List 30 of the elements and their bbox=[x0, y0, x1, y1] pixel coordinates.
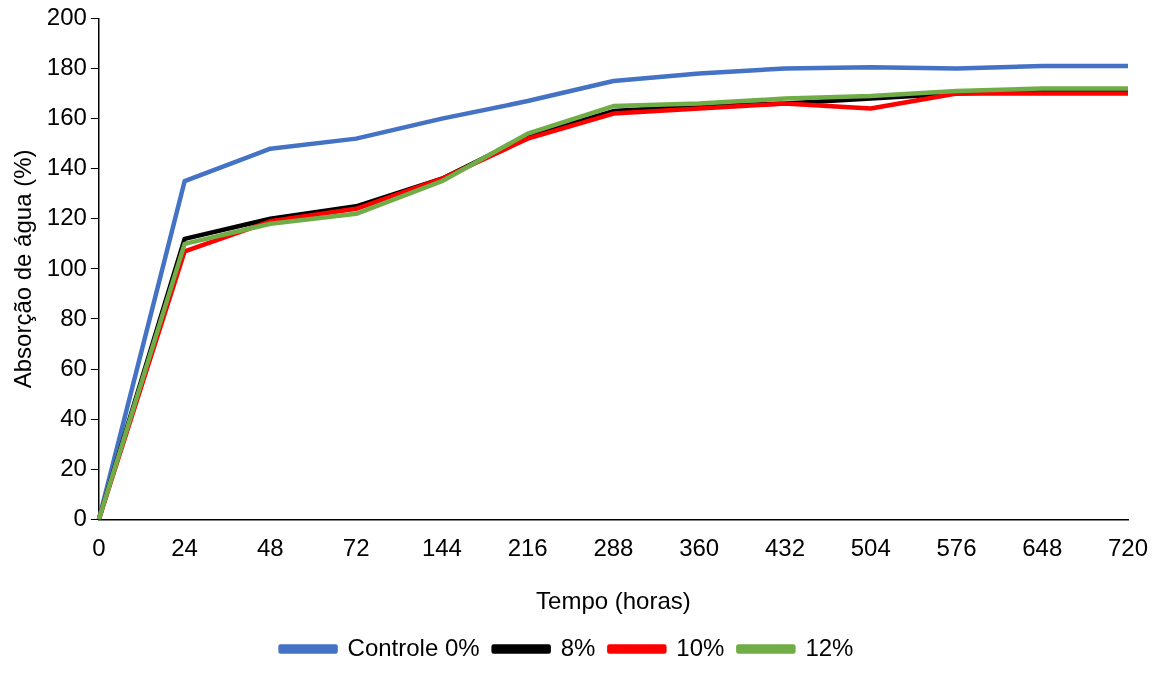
legend-label: 8% bbox=[560, 633, 596, 661]
y-tick-label: 20 bbox=[60, 453, 87, 481]
legend-label: Controle 0% bbox=[347, 633, 480, 661]
x-tick-label: 288 bbox=[593, 534, 634, 562]
x-tick-label: 432 bbox=[764, 534, 805, 562]
x-tick-label: 720 bbox=[1107, 534, 1149, 562]
x-tick-label: 24 bbox=[171, 534, 198, 562]
y-tick-label: 40 bbox=[60, 403, 87, 431]
y-tick-label: 0 bbox=[73, 504, 87, 532]
y-tick-label: 120 bbox=[46, 203, 87, 231]
x-tick-label: 72 bbox=[342, 534, 370, 562]
y-tick-label: 160 bbox=[46, 103, 87, 131]
x-tick-label: 0 bbox=[92, 534, 106, 562]
legend-label: 12% bbox=[805, 633, 854, 661]
x-tick-label: 360 bbox=[679, 534, 720, 562]
y-tick-label: 60 bbox=[60, 353, 87, 381]
x-tick-label: 504 bbox=[850, 534, 891, 562]
y-tick-label: 180 bbox=[46, 53, 87, 81]
x-tick-label: 216 bbox=[507, 534, 548, 562]
x-tick-label: 48 bbox=[257, 534, 284, 562]
y-tick-label: 100 bbox=[46, 253, 87, 281]
y-axis-title: Absorção de água (%) bbox=[9, 149, 37, 389]
legend-label: 10% bbox=[676, 633, 725, 661]
y-tick-label: 140 bbox=[46, 153, 87, 181]
x-tick-label: 576 bbox=[936, 534, 977, 562]
y-tick-label: 80 bbox=[60, 303, 87, 331]
x-axis-title: Tempo (horas) bbox=[536, 587, 691, 615]
x-tick-label: 144 bbox=[421, 534, 462, 562]
x-tick-label: 648 bbox=[1022, 534, 1063, 562]
y-tick-label: 200 bbox=[46, 3, 87, 31]
